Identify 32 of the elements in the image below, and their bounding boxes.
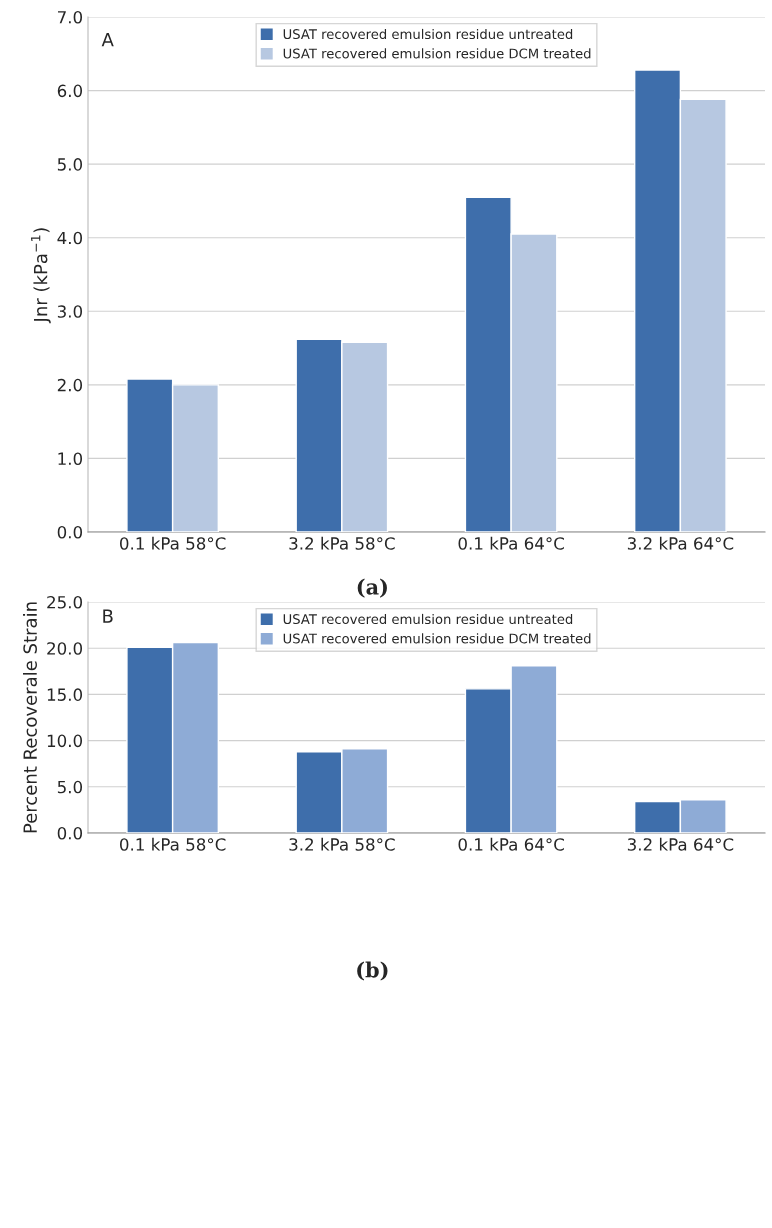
x-tick-label: 3.2 kPa 64°C [627,536,734,550]
y-tick-label: 25.0 [47,595,83,609]
x-tick-label: 0.1 kPa 64°C [458,837,564,851]
y-tick-label: 10.0 [47,734,83,748]
text: (b) [357,961,388,981]
x-tick-label: 3.2 kPa 58°C [289,837,395,851]
legend-label: USAT recovered emulsion residue DCM treated [283,633,591,644]
y-tick-label: 5.0 [57,780,83,794]
x-tick-label: 0.1 kPa 58°C [120,837,226,851]
y-tick-label: 6.0 [57,84,83,98]
x-tick-label: 3.2 kPa 58°C [289,536,395,550]
legend-label: USAT recovered emulsion residue untreated [283,613,573,625]
y-tick-label: 7.0 [58,10,83,24]
y-tick-label: 5.0 [57,158,83,171]
y-tick-label: 0.0 [57,525,83,539]
y-tick-label: 1.0 [58,452,83,465]
y-tick-label: 4.0 [57,231,83,245]
y-axis-title: Percent Recoverale Strain [23,602,37,833]
x-tick-label: 0.1 kPa 64°C [458,536,564,550]
y-tick-label: 0.0 [57,826,83,840]
x-tick-label: 0.1 kPa 58°C [120,536,226,550]
text: (a) [357,578,387,598]
y-tick-label: 15.0 [47,688,83,701]
legend-label: USAT recovered emulsion residue DCM treated [283,48,591,59]
annotation: B [103,609,113,623]
x-tick-label: 3.2 kPa 64°C [627,837,734,851]
annotation: A [101,33,114,47]
y-tick-label: 3.0 [57,305,83,318]
y-tick-label: 2.0 [57,378,83,392]
y-axis-title: Jnr (kPa$^{−1}$) [31,228,51,324]
y-tick-label: 20.0 [47,642,83,655]
legend-label: USAT recovered emulsion residue untreated [283,28,573,40]
